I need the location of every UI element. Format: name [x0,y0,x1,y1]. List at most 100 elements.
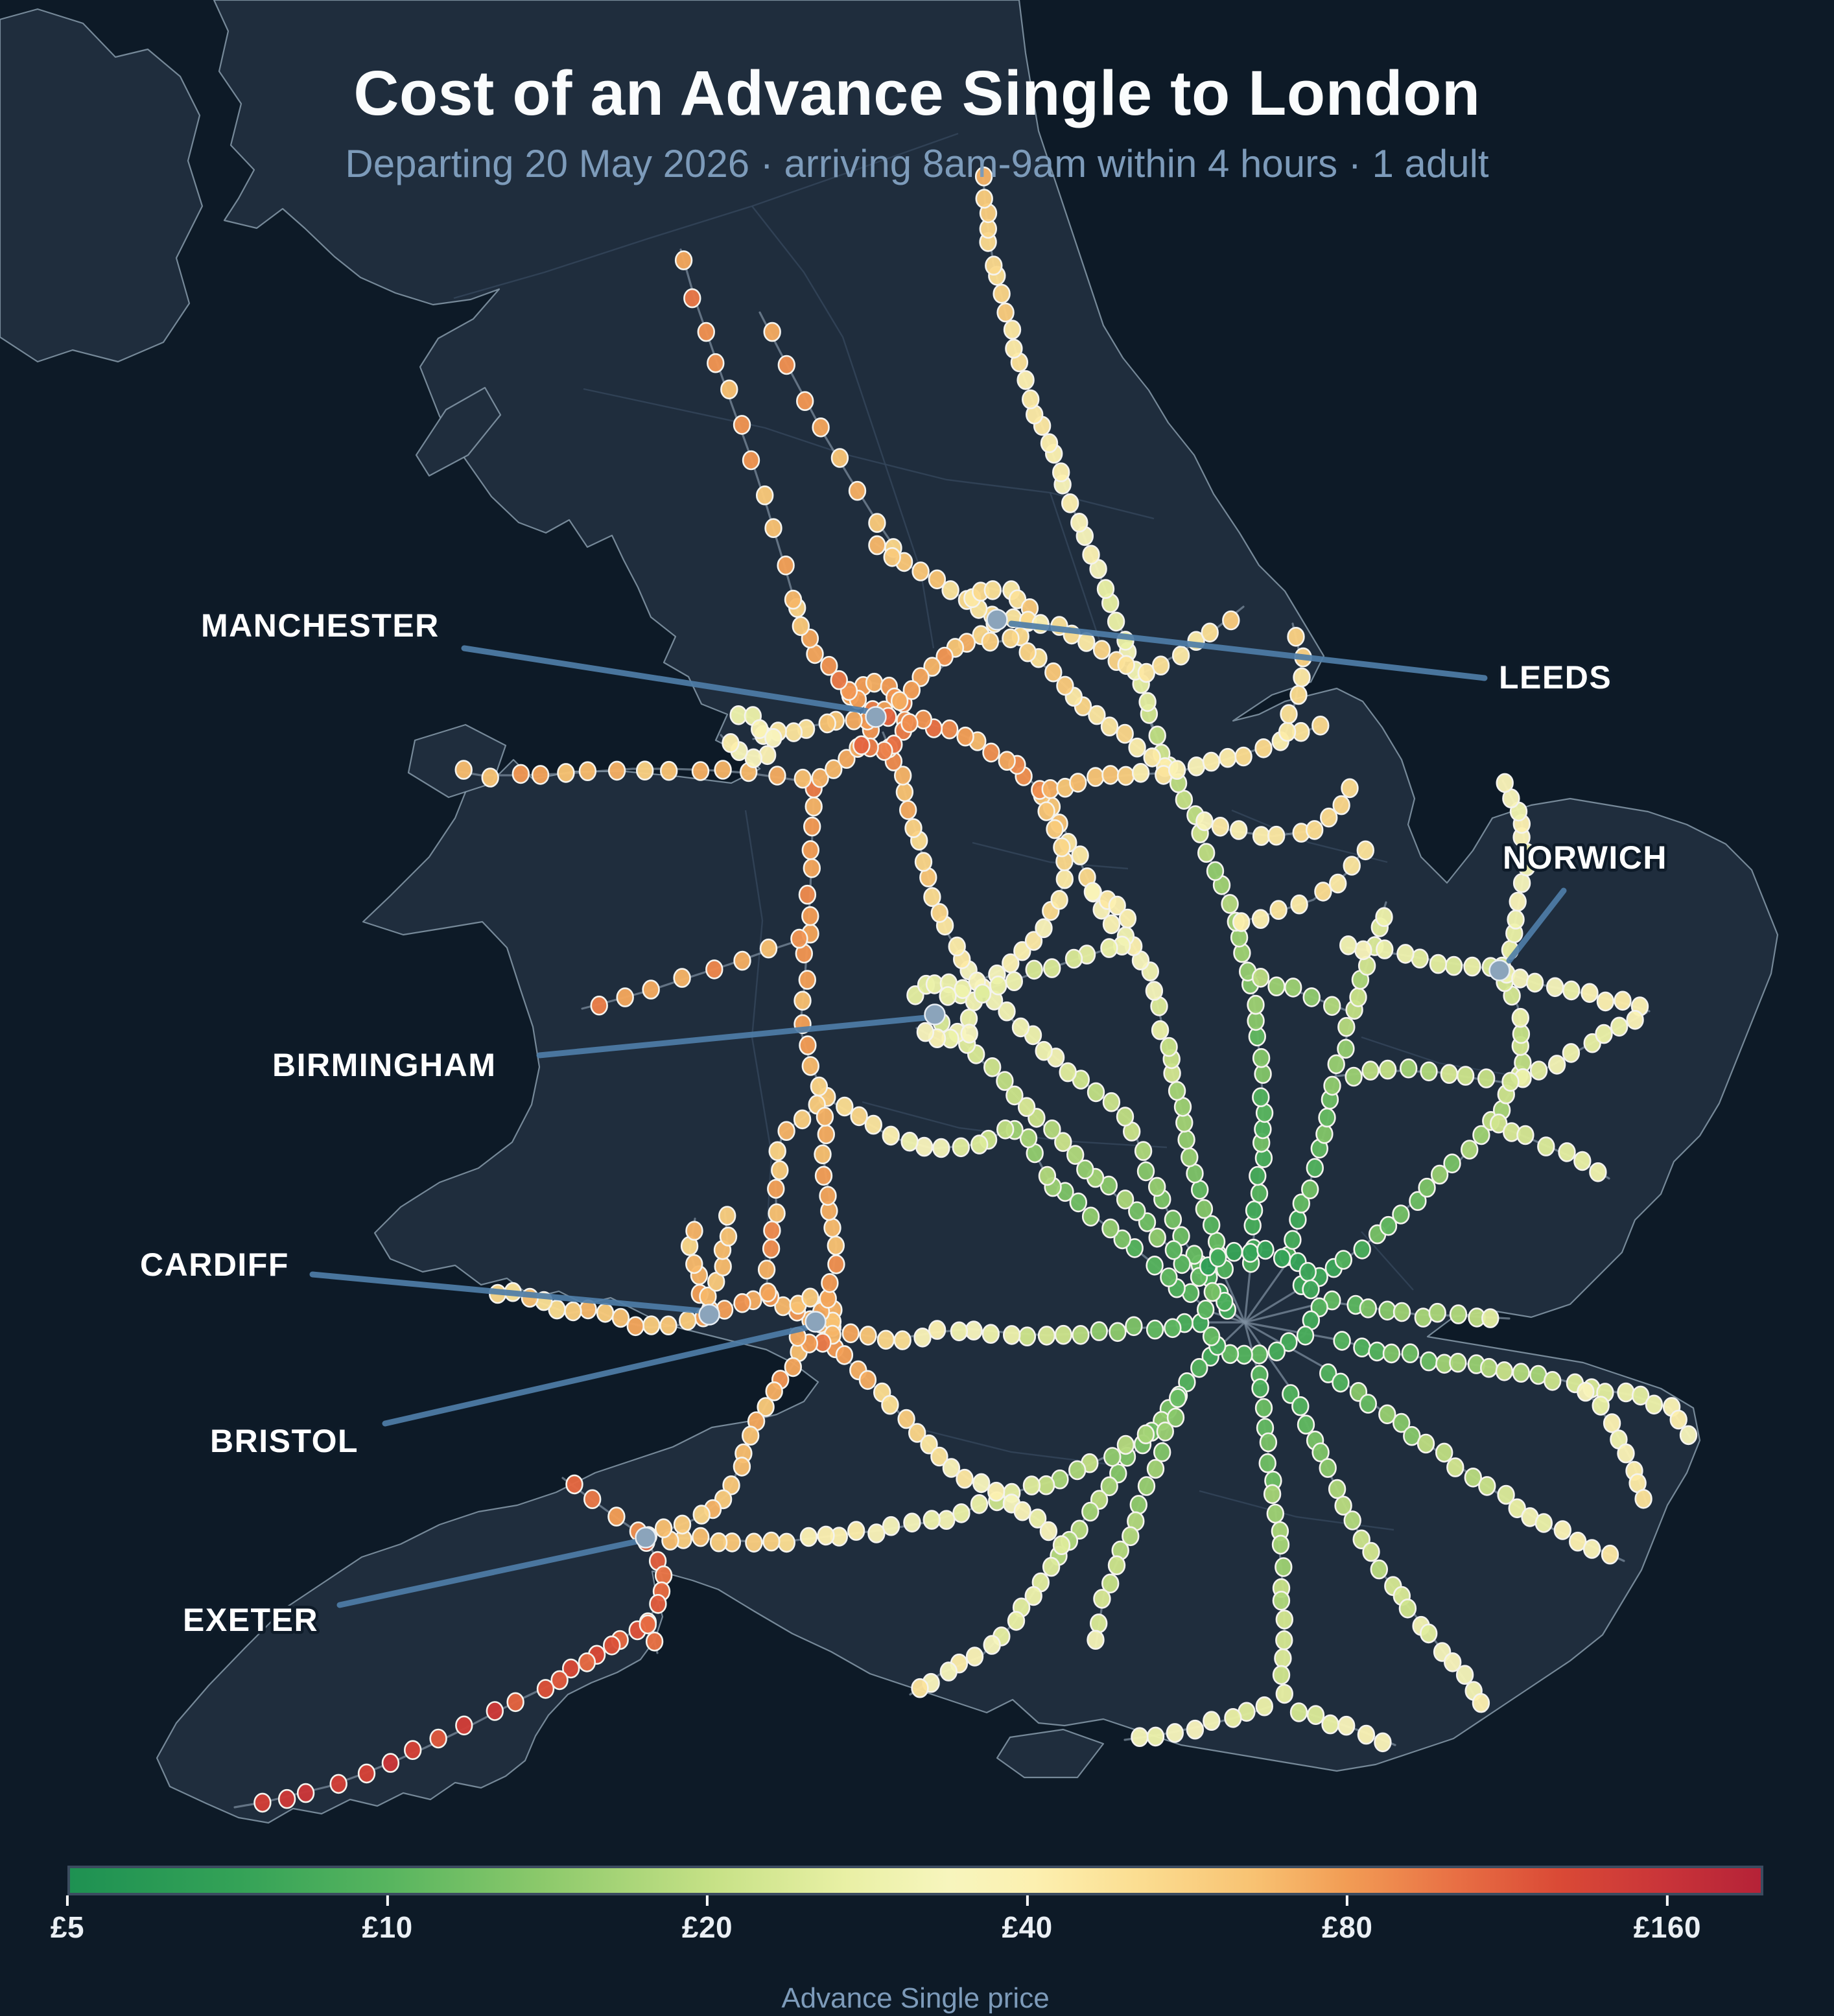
station-price-dot [1378,1404,1396,1425]
station-price-dot [911,667,930,687]
station-price-dot [1090,1321,1109,1341]
station-price-dot [899,800,917,820]
station-price-dot [607,760,626,781]
station-price-dot [1022,1475,1041,1495]
station-price-dot [1203,1711,1221,1731]
station-price-dot [764,518,782,539]
station-price-dot [1101,765,1120,785]
station-price-dot [1201,622,1219,643]
station-price-dot [989,975,1007,996]
station-price-dot [817,1525,835,1546]
station-price-dot [1275,1610,1294,1630]
station-price-dot [923,1510,941,1530]
station-price-dot [745,1532,763,1553]
station-price-dot [767,1178,785,1199]
station-price-dot [932,1138,950,1158]
station-price-dot [1401,1343,1420,1363]
station-price-dot [814,1144,832,1165]
leader-line [309,1271,703,1314]
station-price-dot [1293,667,1311,688]
station-price-dot [1206,861,1225,882]
station-price-dot [1258,1453,1276,1473]
station-price-dot [1334,1250,1353,1270]
station-price-dot [1289,1702,1308,1722]
station-price-dot [1222,610,1240,631]
station-price-dot [1370,1559,1389,1580]
station-price-dot [1102,1092,1121,1112]
station-price-dot [914,852,933,872]
station-price-dot [1275,1630,1293,1650]
station-price-dot [811,768,829,788]
station-price-dot [1319,807,1338,828]
station-price-dot [455,1715,473,1736]
station-price-dot [764,728,782,748]
station-price-dot [1076,1159,1094,1180]
station-price-dot [939,1661,958,1682]
station-price-dot [1250,1344,1269,1365]
station-price-dot [798,970,817,990]
station-price-dot [1229,820,1248,840]
station-price-dot [607,1506,626,1527]
county-boundary [453,132,959,299]
station-price-dot [1107,1555,1126,1575]
page-title: Cost of an Advance Single to London [353,58,1481,128]
station-price-dot [784,1357,803,1377]
station-price-dot [685,1221,703,1241]
city-marker [635,1527,657,1549]
station-price-dot [1202,1215,1221,1236]
station-price-dot [1250,1183,1269,1204]
station-price-dot [1382,1343,1401,1364]
colorbar-tick: £20 [682,1895,733,1945]
station-price-dot [823,1217,841,1238]
station-price-dot [1089,1613,1108,1634]
city-marker [865,706,887,728]
county-boundary [842,452,1155,520]
station-price-dot [1337,1038,1355,1059]
station-price-dot [1019,1128,1038,1149]
station-price-dot [1038,1166,1057,1186]
station-price-dot [1626,1010,1644,1030]
station-price-dot [1337,1016,1356,1037]
station-price-dot [1601,1544,1619,1565]
station-price-dot [1234,746,1252,767]
station-price-dot [1070,512,1088,533]
station-price-dot [1255,1696,1274,1717]
station-price-dot [803,816,821,837]
station-price-dot [1037,801,1055,821]
station-price-dot [1440,1064,1459,1084]
station-price-dot [1272,1591,1291,1611]
station-price-dot [1271,1534,1290,1555]
station-price-dot [876,1330,895,1350]
station-price-dot [1480,1357,1498,1378]
station-price-dot [1379,1215,1398,1236]
landmass [0,8,204,363]
station-price-dot [357,1763,376,1784]
station-price-dot [1420,1351,1438,1372]
station-price-dot [1290,894,1308,915]
station-price-dot [768,1203,786,1223]
station-price-dot [1511,1007,1530,1028]
station-price-dot [1428,1302,1446,1323]
station-price-dot [960,1024,978,1044]
station-price-dot [1041,779,1059,799]
station-price-dot [1044,662,1063,683]
station-price-dot [486,1701,504,1721]
leader-line [336,1538,640,1608]
station-price-dot [803,858,821,878]
station-price-dot [1131,1727,1149,1747]
station-price-dot [1138,692,1157,712]
station-price-dot [691,1527,710,1547]
station-price-dot [1251,968,1270,988]
station-price-dot [506,1692,524,1713]
station-price-dot [1359,1394,1378,1414]
station-price-dot [1267,825,1286,846]
station-price-dot [1007,1611,1026,1631]
station-price-dot [882,1516,900,1536]
station-price-dot [765,1381,783,1401]
county-boundary [1049,492,1103,649]
station-price-dot [801,840,820,860]
landmass [996,1728,1105,1779]
station-price-dot [1081,1501,1099,1522]
station-price-dot [1108,895,1126,916]
colorbar-tick: £10 [362,1895,413,1945]
